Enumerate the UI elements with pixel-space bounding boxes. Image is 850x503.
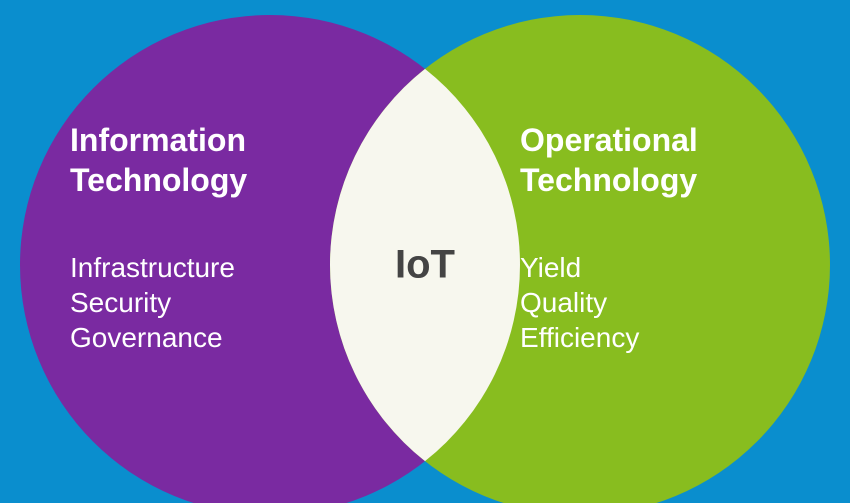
left-region-text: Information Technology [70,120,247,200]
left-title: Information Technology [70,120,247,200]
right-title-line-2: Technology [520,162,697,198]
left-item-2: Security [70,287,171,318]
right-title-line-1: Operational [520,122,698,158]
right-items: Yield Quality Efficiency [520,250,639,355]
venn-diagram: Information Technology Infrastructure Se… [0,0,850,503]
intersection-label: IoT [395,243,455,288]
right-title: Operational Technology [520,120,698,200]
right-item-3: Efficiency [520,322,639,353]
left-title-line-2: Technology [70,162,247,198]
left-item-3: Governance [70,322,223,353]
left-item-1: Infrastructure [70,252,235,283]
right-item-1: Yield [520,252,581,283]
right-item-2: Quality [520,287,607,318]
right-region-text: Operational Technology [520,120,698,200]
left-items: Infrastructure Security Governance [70,250,235,355]
left-title-line-1: Information [70,122,246,158]
